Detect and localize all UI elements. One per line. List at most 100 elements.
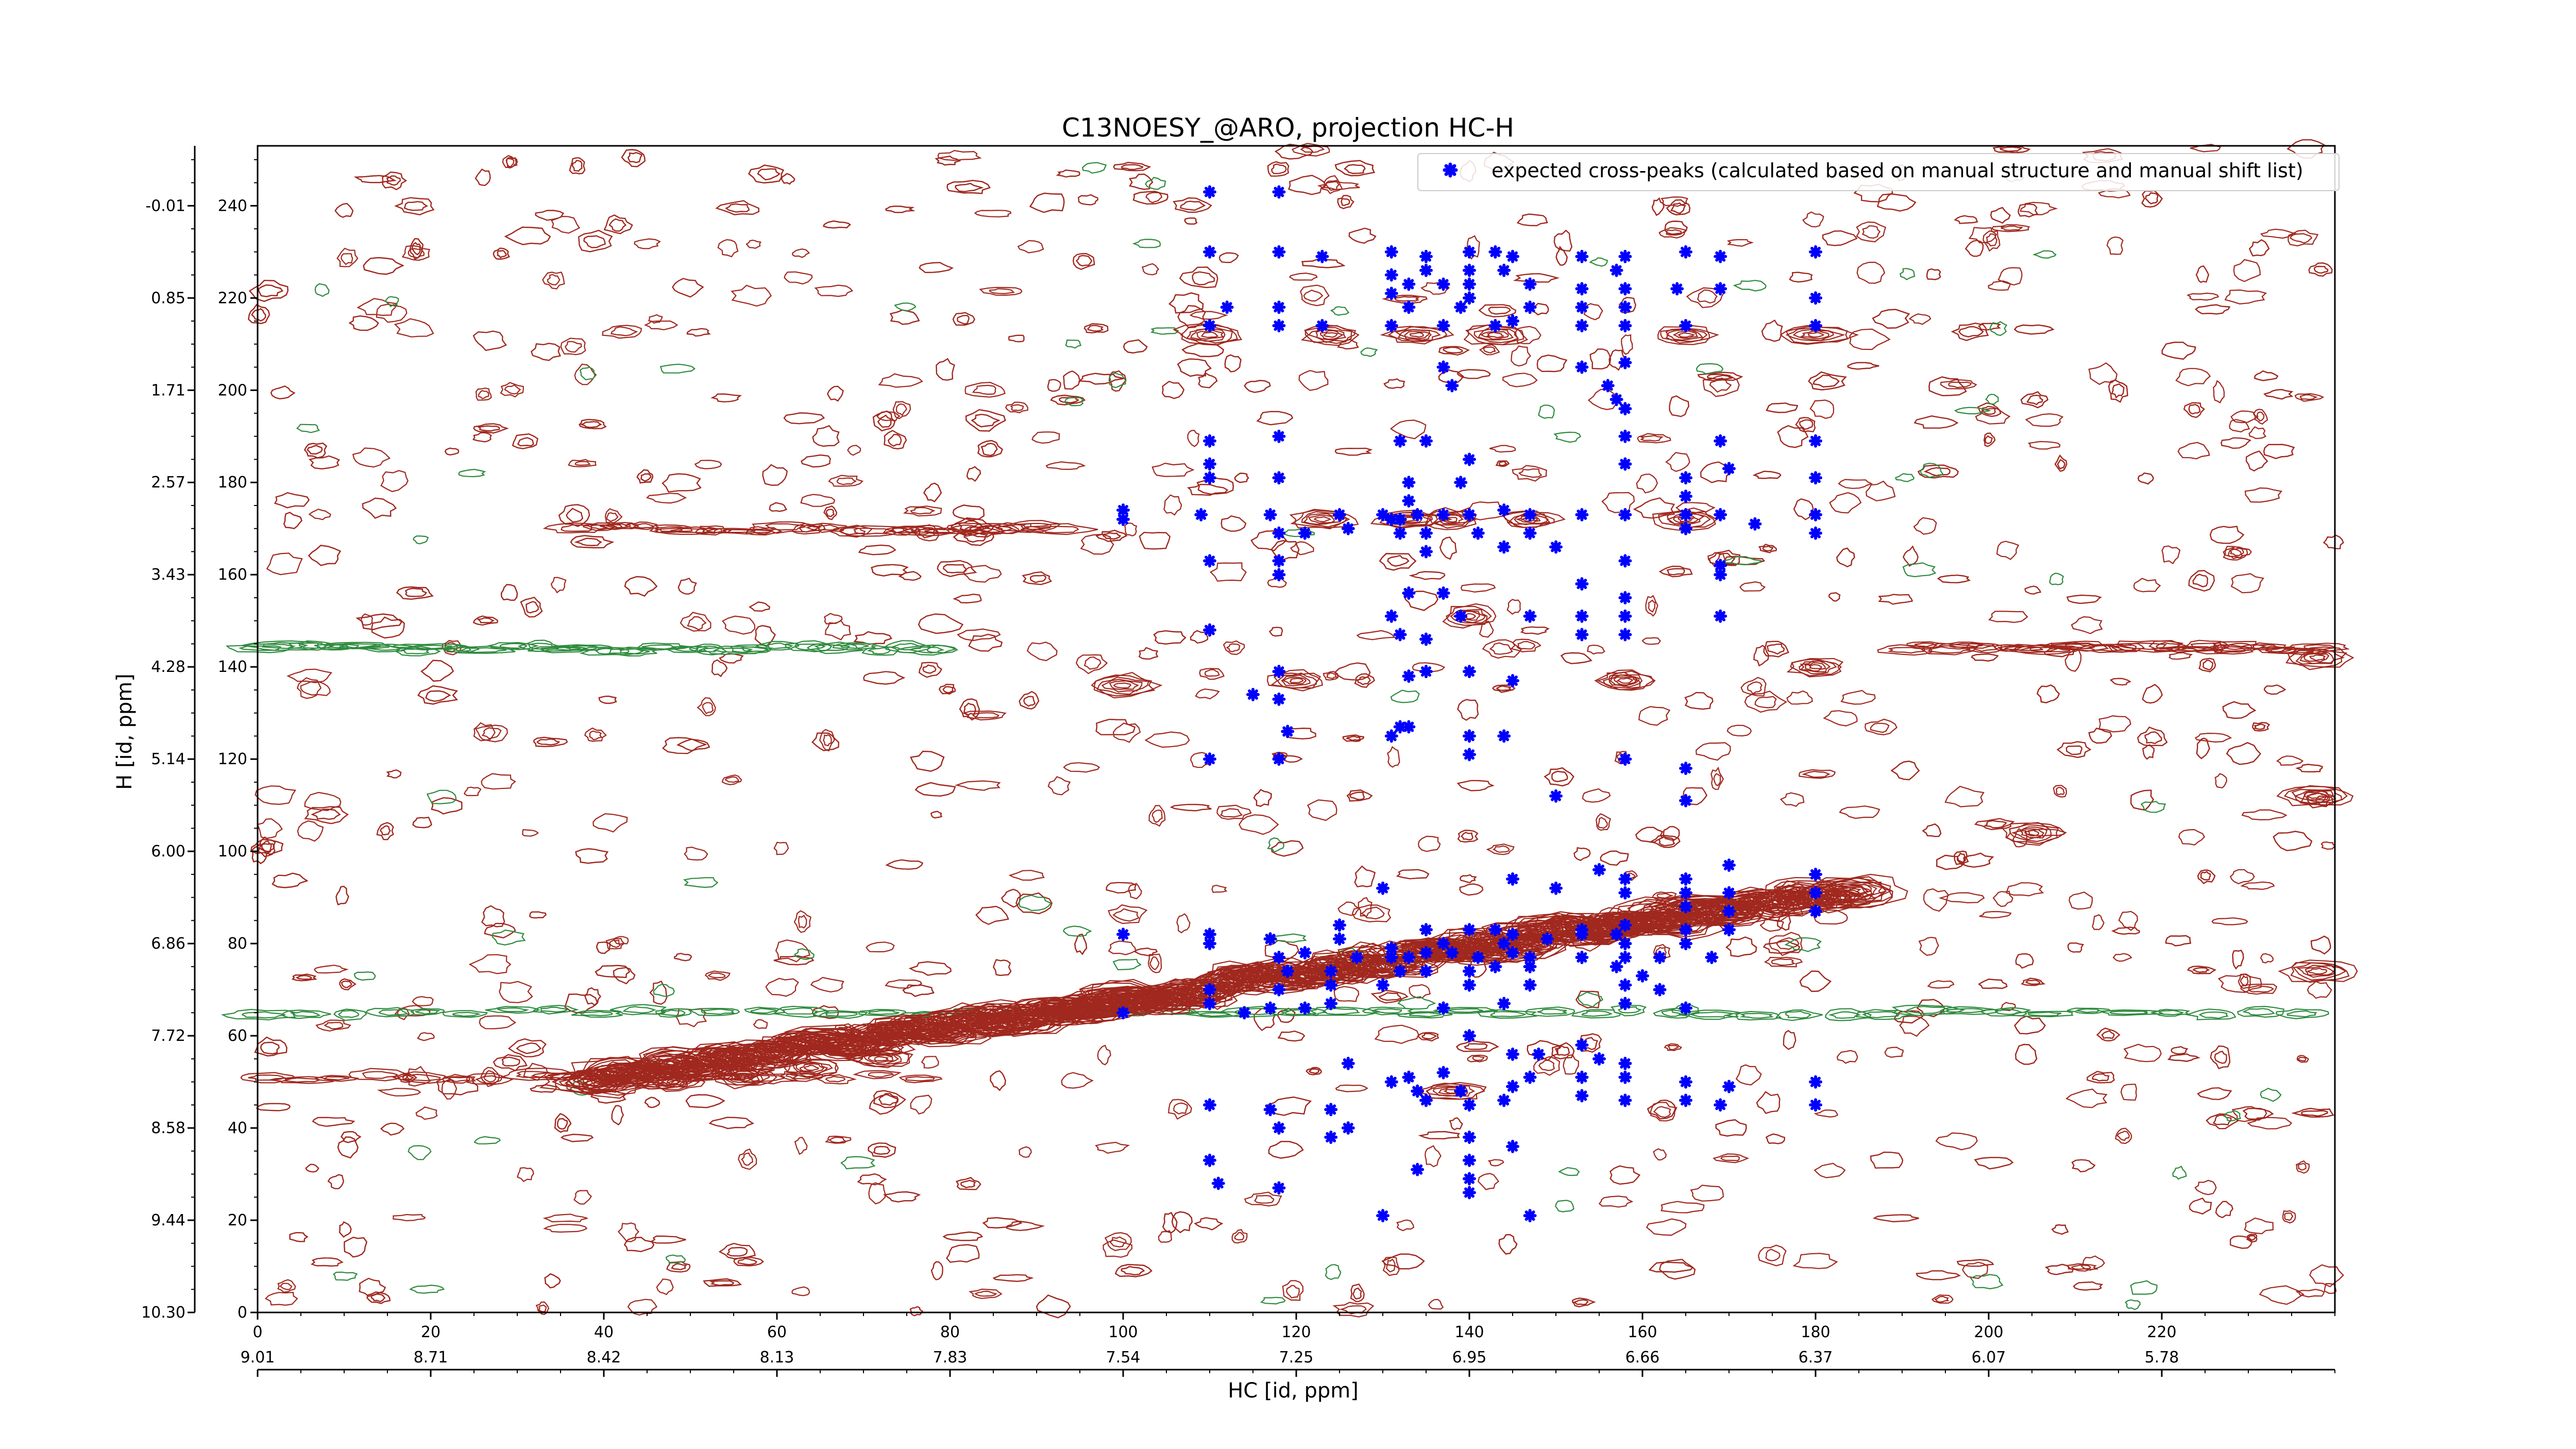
cross-peak-point — [1463, 729, 1476, 743]
noise-contour — [1456, 369, 1491, 379]
noise-contour — [1382, 1256, 1400, 1276]
noise-contour — [2161, 342, 2196, 360]
noise-contour — [2198, 658, 2216, 672]
noise-contour — [677, 578, 697, 595]
cross-peak-point — [1211, 1176, 1225, 1190]
noise-contour — [878, 373, 923, 388]
cross-peak-point — [1376, 1209, 1389, 1223]
noise-contour — [1019, 1146, 1032, 1158]
noise-contour — [2209, 526, 2245, 544]
noise-contour — [1268, 1141, 1304, 1159]
noise-contour — [251, 843, 267, 865]
noise-contour — [1190, 752, 1212, 768]
noise-contour — [554, 1113, 572, 1133]
cross-peak-point — [1463, 964, 1476, 978]
noise-contour — [2224, 289, 2267, 305]
noise-contour — [1211, 884, 1228, 893]
noise-contour — [336, 247, 359, 267]
noise-contour — [1502, 373, 1538, 387]
noise-contour — [1334, 662, 1371, 681]
noise-contour-negative — [1696, 363, 1724, 375]
noise-contour — [704, 970, 731, 981]
noise-contour — [1940, 379, 1977, 390]
noise-contour — [953, 594, 982, 604]
noise-contour — [733, 1256, 765, 1267]
noise-contour — [412, 817, 432, 829]
noise-contour — [1992, 145, 2031, 154]
cross-peak-point — [1679, 490, 1692, 503]
noise-contour — [811, 732, 839, 751]
streak-contour — [314, 1074, 360, 1082]
cross-peak-point — [1523, 1209, 1537, 1223]
noise-contour — [530, 1084, 557, 1093]
noise-contour — [1139, 532, 1171, 550]
noise-contour — [2045, 1263, 2074, 1275]
noise-contour — [1936, 854, 1965, 870]
cross-peak-point — [1809, 886, 1822, 900]
noise-contour — [1740, 677, 1767, 697]
noise-contour — [1700, 461, 1733, 483]
noise-contour — [266, 552, 303, 576]
noise-contour — [2178, 829, 2206, 846]
noise-contour — [274, 492, 310, 509]
noise-contour — [1651, 197, 1665, 216]
noise-contour — [256, 1103, 291, 1111]
streak-contour — [1824, 1008, 1872, 1021]
noise-contour — [1758, 544, 1777, 553]
noise-contour — [857, 1173, 887, 1186]
noise-contour — [1455, 1040, 1499, 1052]
y-ppm-tick-label: 1.71 — [151, 381, 185, 399]
cross-peak-point — [1809, 318, 1822, 332]
noise-contour — [1913, 517, 1937, 535]
cross-peak-point — [1618, 282, 1632, 296]
cluster-contour — [784, 1058, 839, 1079]
noise-contour — [1479, 344, 1500, 356]
cluster-contour — [1786, 658, 1844, 678]
y-ppm-tick-label: -0.01 — [145, 197, 185, 215]
noise-contour — [2213, 380, 2225, 403]
noise-contour — [1922, 823, 1942, 837]
streak-contour — [552, 644, 614, 651]
noise-contour — [1008, 870, 1045, 881]
x-ppm-tick-label: 9.01 — [241, 1349, 275, 1367]
noise-contour — [952, 504, 985, 521]
noise-contour — [930, 1261, 943, 1280]
noise-contour — [1516, 213, 1548, 227]
legend: expected cross-peaks (calculated based o… — [1417, 153, 2340, 191]
noise-contour — [871, 564, 909, 577]
noise-contour — [2138, 473, 2154, 485]
noise-contour-negative — [1112, 958, 1142, 971]
noise-contour — [297, 820, 324, 842]
cross-peak-point — [1454, 476, 1468, 490]
cross-peak-point — [1272, 983, 1286, 997]
y-tick-label: 40 — [228, 1119, 247, 1137]
cross-peak-point — [1376, 978, 1389, 992]
cross-peak-point — [1402, 1070, 1416, 1084]
noise-contour — [749, 601, 771, 612]
cross-peak-point — [1436, 360, 1450, 374]
noise-contour — [812, 425, 840, 447]
noise-contour — [1460, 583, 1496, 593]
cross-peak-point — [1203, 457, 1216, 471]
noise-contour — [955, 1177, 981, 1190]
noise-contour — [1189, 311, 1228, 320]
noise-contour — [2087, 1071, 2115, 1084]
streak-contour — [892, 525, 952, 536]
cross-peak-point — [1341, 1121, 1355, 1135]
noise-contour — [472, 330, 507, 351]
noise-contour — [1095, 1141, 1130, 1154]
streak-contour — [442, 1074, 477, 1084]
noise-contour — [529, 911, 547, 919]
cross-peak-point — [1436, 1066, 1450, 1080]
noise-contour — [1498, 1234, 1518, 1255]
noise-contour — [745, 240, 761, 249]
cluster-contour — [645, 1073, 706, 1092]
noise-contour — [1918, 936, 1939, 956]
noise-contour — [1839, 805, 1880, 819]
cross-peak-point — [1618, 508, 1632, 521]
noise-contour — [535, 1301, 550, 1315]
noise-contour — [982, 1217, 1023, 1229]
cross-peak-point — [1272, 554, 1286, 568]
noise-contour — [783, 412, 825, 425]
streak-contour — [1891, 1004, 1965, 1017]
